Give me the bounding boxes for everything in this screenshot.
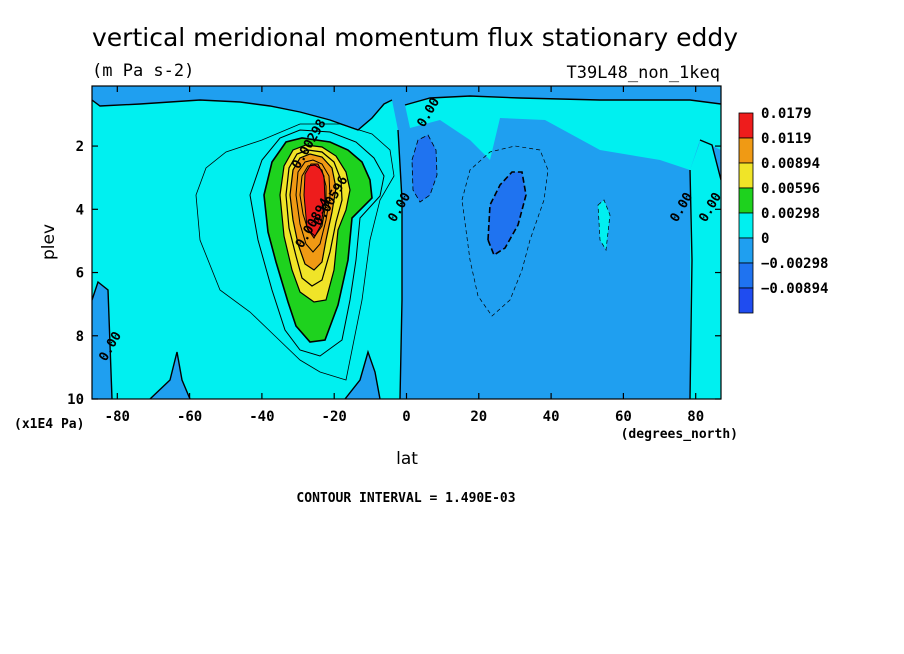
x-tick-label: -40: [249, 409, 274, 425]
legend-swatch: [738, 162, 754, 189]
contour-interval-note: CONTOUR INTERVAL = 1.490E-03: [296, 491, 515, 506]
level-fill-neg-0.00298-30n: [488, 172, 526, 255]
x-tick-label: -80: [105, 409, 130, 425]
y-tick-label: 4: [76, 202, 84, 218]
legend-label: 0.00894: [761, 156, 820, 172]
x-axis: -80 -60 -40 -20 0 20 40 60 80: [105, 86, 704, 425]
level-fill-neg-0.00298-equator: [412, 135, 437, 202]
color-legend: 0.0179 0.0119 0.00894 0.00596 0.00298 0 −0.002…: [738, 106, 828, 314]
y-tick-label: 2: [76, 139, 84, 155]
y-units-label: (x1E4 Pa): [14, 417, 84, 432]
x-tick-label: -60: [177, 409, 202, 425]
x-axis-title: lat: [396, 449, 418, 469]
legend-swatch: [738, 262, 754, 289]
legend-label: 0.0119: [761, 131, 812, 147]
x-tick-label: 40: [543, 409, 560, 425]
legend-swatch: [738, 212, 754, 239]
y-tick-label: 6: [76, 266, 84, 282]
legend-swatch: [738, 287, 754, 314]
x-tick-label: 0: [402, 409, 410, 425]
x-tick-label: 80: [687, 409, 704, 425]
x-tick-label: 20: [470, 409, 487, 425]
level-fill-0-to-0.00298-upper-north: [405, 96, 721, 399]
legend-swatch: [738, 112, 754, 139]
level-fill-above-0.0179: [304, 164, 325, 238]
legend-label: 0.00298: [761, 206, 820, 222]
legend-label: 0.0179: [761, 106, 812, 122]
legend-label: −0.00894: [761, 281, 828, 297]
y-axis-title: plev: [39, 224, 59, 260]
legend-label: 0.00596: [761, 181, 820, 197]
contour-lines: [92, 95, 721, 399]
legend-label: −0.00298: [761, 256, 828, 272]
legend-label: 0: [761, 231, 769, 247]
y-tick-label: 8: [76, 329, 84, 345]
x-tick-label: 60: [615, 409, 632, 425]
chart-title: vertical meridional momentum flux statio…: [92, 23, 738, 52]
legend-swatch: [738, 137, 754, 164]
x-tick-label: -20: [322, 409, 347, 425]
chart-units: (m Pa s-2): [92, 61, 194, 81]
level-fill-0-to-0.00298-57n: [598, 200, 610, 250]
y-tick-label: 10: [67, 392, 84, 408]
x-units-label: (degrees_north): [621, 427, 738, 442]
legend-swatch: [738, 237, 754, 264]
y-axis: 2 4 6 8 10: [67, 139, 721, 408]
level-fill-0-to-0.00298-north-edge: [690, 140, 721, 399]
legend-swatch: [738, 187, 754, 214]
run-label: T39L48_non_1keq: [566, 63, 720, 83]
